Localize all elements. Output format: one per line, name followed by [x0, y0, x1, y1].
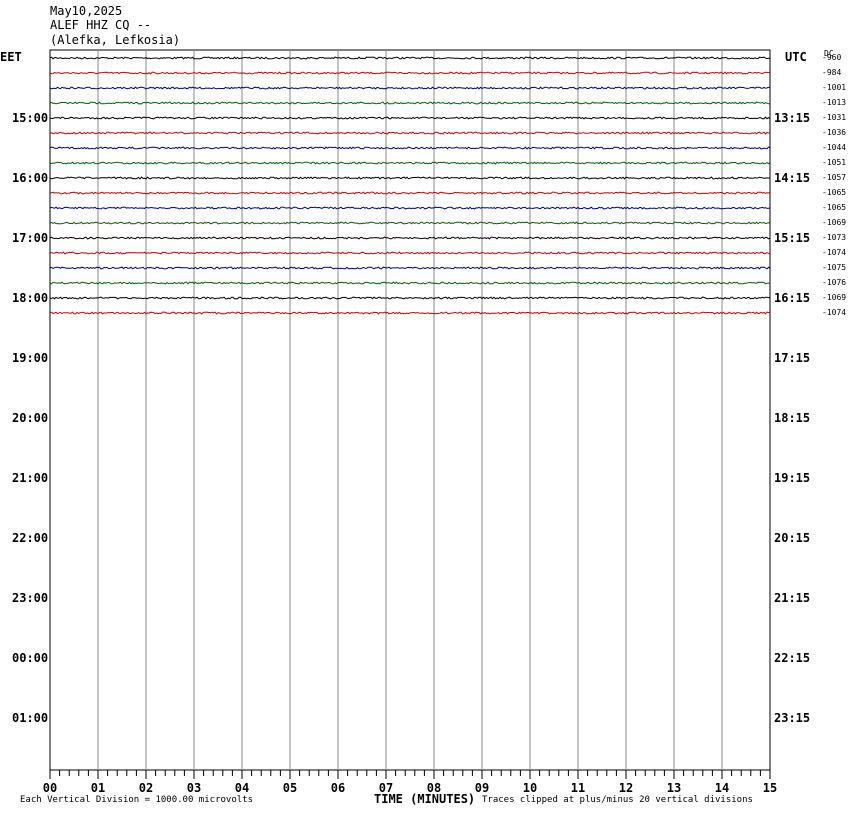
right-hour-label: 22:15 [774, 651, 811, 665]
x-tick-label: 08 [427, 781, 441, 795]
plot-frame [49, 49, 771, 771]
left-hour-label: 00:00 [12, 651, 49, 665]
left-hour-label: 17:00 [12, 231, 49, 245]
dc-offset-value: -1074 [822, 248, 847, 257]
trace-line [49, 131, 770, 135]
dc-offset-value: -1069 [822, 218, 847, 227]
right-hour-label: 21:15 [774, 591, 811, 605]
trace-line [49, 176, 770, 180]
trace-line [49, 116, 771, 120]
x-tick-label: 02 [139, 781, 153, 795]
right-hour-label: 15:15 [774, 231, 811, 245]
vertical-division-note: Each Vertical Division = 1000.00 microvo… [20, 795, 253, 805]
right-hour-label: 19:15 [774, 471, 811, 485]
dc-offset-value: -1074 [822, 308, 847, 317]
x-tick-label: 12 [619, 781, 633, 795]
right-hour-label: 16:15 [774, 291, 811, 305]
trace-line [49, 281, 771, 285]
trace-line [49, 296, 771, 300]
trace-line [49, 236, 771, 240]
dc-offset-header: DC [824, 49, 834, 58]
trace-line [49, 86, 771, 90]
dc-offset-value: -1051 [822, 158, 847, 167]
dc-offset-value: -1065 [822, 188, 847, 197]
dc-offset-value: -1044 [822, 143, 847, 152]
trace-line [49, 101, 771, 105]
left-hour-label: 01:00 [12, 711, 49, 725]
x-tick-label: 10 [523, 781, 537, 795]
left-hour-label: 16:00 [12, 171, 49, 185]
x-axis-label: TIME (MINUTES) [374, 792, 476, 806]
trace-line [49, 206, 771, 210]
x-tick-label: 01 [91, 781, 105, 795]
left-hour-label: 22:00 [12, 531, 49, 545]
x-tick-label: 09 [475, 781, 489, 795]
station-location: (Alefka, Lefkosia) [50, 33, 181, 47]
left-hour-label: 15:00 [12, 111, 49, 125]
dc-offset-value: -1076 [822, 278, 847, 287]
x-tick-label: 05 [283, 781, 297, 795]
right-hour-label: 18:15 [774, 411, 811, 425]
right-hour-label: 13:15 [774, 111, 811, 125]
x-tick-label: 03 [187, 781, 201, 795]
clip-note: Traces clipped at plus/minus 20 vertical… [482, 795, 753, 805]
dc-offset-value: -1031 [822, 113, 847, 122]
x-tick-label: 11 [571, 781, 585, 795]
dc-offset-value: -960 [822, 53, 842, 62]
trace-line [49, 251, 771, 255]
trace-line [49, 161, 771, 165]
x-tick-label: 15 [763, 781, 777, 795]
left-hour-label: 18:00 [12, 291, 49, 305]
left-timezone-label: EET [0, 50, 22, 64]
left-hour-label: 21:00 [12, 471, 49, 485]
trace-line [49, 191, 771, 195]
dc-offset-value: -984 [822, 68, 842, 77]
dc-offset-value: -1073 [822, 233, 847, 242]
trace-line [49, 311, 771, 315]
left-hour-label: 23:00 [12, 591, 49, 605]
x-tick-label: 14 [715, 781, 729, 795]
x-tick-label: 04 [235, 781, 249, 795]
trace-line [49, 71, 771, 75]
right-hour-label: 14:15 [774, 171, 811, 185]
trace-line [49, 266, 771, 270]
x-tick-label: 00 [43, 781, 57, 795]
trace-line [49, 146, 771, 150]
x-tick-label: 07 [379, 781, 393, 795]
dc-offset-value: -1013 [822, 98, 847, 107]
right-timezone-label: UTC [785, 50, 807, 64]
plot-date: May10,2025 [50, 4, 123, 18]
trace-line [49, 56, 771, 60]
x-tick-label: 13 [667, 781, 681, 795]
dc-offset-value: -1069 [822, 293, 847, 302]
dc-offset-value: -1075 [822, 263, 847, 272]
left-hour-label: 19:00 [12, 351, 49, 365]
right-hour-label: 20:15 [774, 531, 811, 545]
right-hour-label: 23:15 [774, 711, 811, 725]
trace-line [49, 221, 771, 225]
left-hour-label: 20:00 [12, 411, 49, 425]
dc-offset-value: -1057 [822, 173, 847, 182]
station-name: ALEF HHZ CQ -- [50, 18, 152, 32]
right-hour-label: 17:15 [774, 351, 811, 365]
dc-offset-value: -1036 [822, 128, 847, 137]
dc-offset-value: -1001 [822, 83, 847, 92]
dc-offset-value: -1065 [822, 203, 847, 212]
x-tick-label: 06 [331, 781, 345, 795]
